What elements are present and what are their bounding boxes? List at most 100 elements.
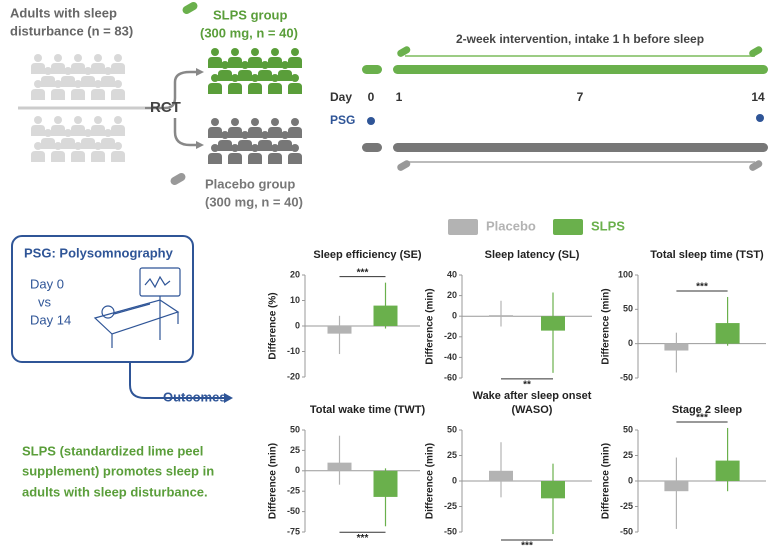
person-head (211, 118, 219, 126)
charts: Sleep efficiency (SE) Difference (%) -20 -1… (268, 249, 766, 552)
person-head (84, 129, 92, 137)
day: 7 (577, 90, 584, 104)
y-tick-label: 50 (290, 424, 300, 434)
person-body (248, 127, 262, 138)
person-head (271, 144, 279, 152)
y-tick-label: -50 (444, 526, 457, 536)
person-body (248, 83, 262, 94)
person-body (238, 140, 252, 151)
bar (489, 315, 513, 317)
person-head (241, 61, 249, 69)
bar (373, 470, 398, 497)
outcomes-arrow (129, 362, 225, 399)
arrowheads (196, 68, 204, 149)
person-head (251, 144, 259, 152)
person-body (278, 140, 292, 151)
y-tick-label: -20 (287, 371, 300, 381)
psg-label: PSG (330, 113, 355, 127)
person-body (31, 125, 45, 136)
person-head (114, 116, 122, 124)
y-tick-label: 100 (618, 269, 633, 279)
person-body (278, 70, 292, 81)
day-label: Day (330, 90, 352, 104)
person-head (241, 131, 249, 139)
bar (664, 481, 689, 492)
left-title: Adults with sleep (10, 5, 117, 20)
y-tick-label: -25 (287, 486, 300, 496)
y-tick-label: 0 (452, 311, 457, 321)
person-head (261, 131, 269, 139)
psg-illustration (93, 267, 181, 348)
person-head (74, 116, 82, 124)
person-head (281, 131, 289, 139)
person-body (31, 63, 45, 74)
significance: *** (696, 282, 708, 293)
person-body (228, 57, 242, 68)
person-body (71, 89, 85, 100)
person-head (271, 48, 279, 56)
person-head (84, 67, 92, 75)
person-body (208, 57, 222, 68)
person-body (91, 89, 105, 100)
person-head (94, 80, 102, 88)
person-head (221, 61, 229, 69)
conclusion: adults with sleep disturbance. (22, 484, 208, 499)
person-body (31, 89, 45, 100)
bar (373, 305, 398, 326)
person-head (54, 54, 62, 62)
person-head (291, 74, 299, 82)
person-head (291, 144, 299, 152)
y-axis-label: Difference (min) (425, 288, 436, 364)
person-body (101, 76, 115, 87)
person-body (288, 153, 302, 164)
chart-title: Wake after sleep onset (WASO) (473, 390, 592, 416)
outcomes-label: Outcomes (163, 389, 227, 404)
y-tick-label: -25 (444, 501, 457, 511)
person-head (74, 54, 82, 62)
y-axis-label: Difference (%) (268, 292, 279, 359)
person-head (281, 61, 289, 69)
bar (327, 462, 352, 471)
person-head (44, 67, 52, 75)
bar (715, 323, 740, 344)
person-body (268, 57, 282, 68)
person-body (61, 138, 75, 149)
y-tick-label: -50 (620, 372, 633, 382)
psg-title: PSG: Polysomnography (24, 245, 174, 260)
significance: *** (521, 541, 533, 552)
y-tick-label: 50 (623, 304, 633, 314)
y-axis-label: Difference (min) (268, 443, 279, 519)
rct-label: RCT (150, 99, 181, 116)
person-head (94, 142, 102, 150)
person-head (291, 118, 299, 126)
person-body (111, 151, 125, 162)
legend-label: SLPS (591, 218, 625, 233)
bar (715, 460, 740, 481)
person-head (271, 118, 279, 126)
capsule-icons (170, 2, 198, 185)
person-body (228, 83, 242, 94)
significance: *** (357, 533, 369, 544)
y-tick-label: 25 (623, 450, 633, 460)
y-tick-label: -75 (287, 526, 300, 536)
person-body (248, 57, 262, 68)
psg-line: vs (38, 294, 52, 309)
person-head (221, 131, 229, 139)
placebo-group: Placebo group (205, 176, 295, 191)
person-head (54, 142, 62, 150)
person-body (51, 89, 65, 100)
day: 1 (396, 90, 403, 104)
person-body (111, 125, 125, 136)
person-head (114, 142, 122, 150)
psg-line: Day 0 (30, 276, 64, 291)
person-body (288, 57, 302, 68)
slps-group: SLPS group (213, 7, 287, 22)
person-head (74, 80, 82, 88)
bar (541, 316, 565, 331)
chart-title: Total sleep time (TST) (650, 249, 764, 261)
person-body (91, 151, 105, 162)
conclusion: supplement) promotes sleep in (22, 463, 214, 478)
person-head (54, 80, 62, 88)
person-head (104, 129, 112, 137)
